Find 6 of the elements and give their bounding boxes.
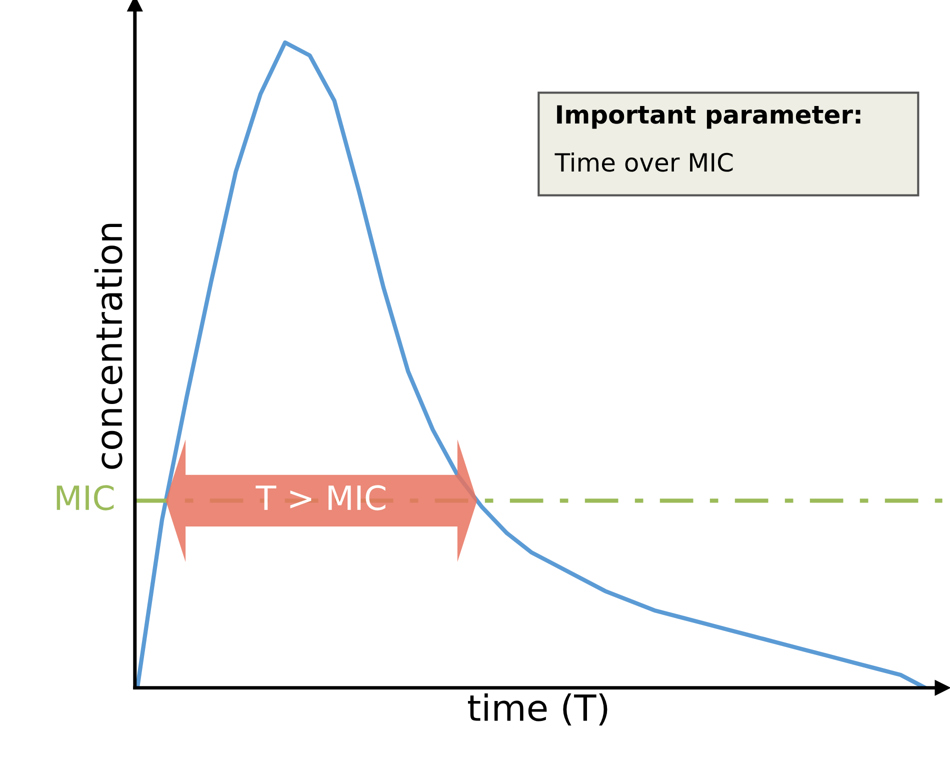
x-axis-title: time (T) (468, 693, 608, 726)
ref-line-label: MIC (56, 485, 114, 510)
annotation: T > MIC (256, 485, 386, 510)
annotation: Important parameter: (557, 105, 860, 129)
annotation: Time over MIC (554, 152, 733, 172)
y-axis-title: concentration (94, 224, 122, 469)
